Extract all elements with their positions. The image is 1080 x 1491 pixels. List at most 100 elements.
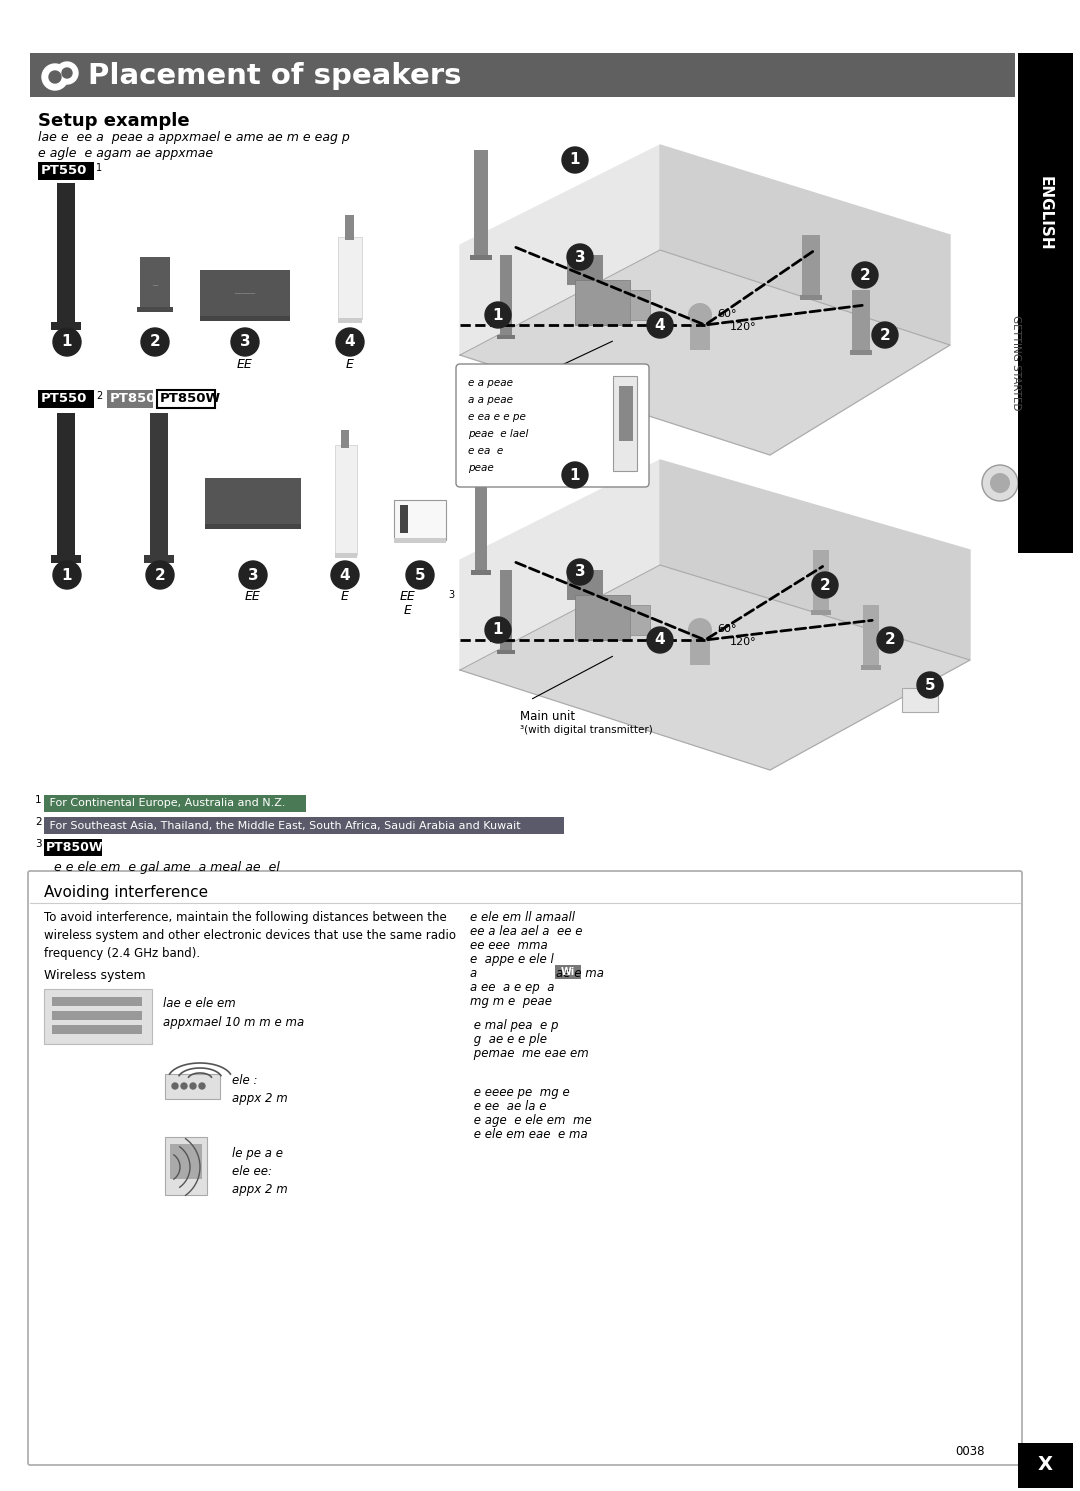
- Text: mg m e  peae: mg m e peae: [470, 994, 552, 1008]
- Bar: [690, 640, 710, 665]
- Text: 120°: 120°: [730, 322, 757, 332]
- Text: peae: peae: [468, 464, 494, 473]
- Text: peae  e lael: peae e lael: [468, 429, 528, 438]
- Bar: [137, 307, 173, 312]
- Circle shape: [141, 328, 168, 356]
- Text: Setup example: Setup example: [38, 112, 190, 130]
- Bar: [800, 295, 822, 300]
- Bar: [205, 523, 301, 529]
- Circle shape: [190, 1082, 195, 1088]
- Bar: [1018, 54, 1074, 553]
- Text: ─────: ─────: [234, 291, 256, 297]
- Bar: [497, 650, 515, 655]
- Text: 5: 5: [415, 568, 426, 583]
- Text: g  ae e e ple: g ae e e ple: [470, 1033, 546, 1047]
- Bar: [51, 322, 81, 330]
- Text: 5: 5: [924, 677, 935, 692]
- Bar: [44, 817, 564, 833]
- Bar: [902, 687, 939, 713]
- Text: a a peae: a a peae: [468, 395, 513, 406]
- Bar: [474, 151, 488, 255]
- Text: e ee  ae la e: e ee ae la e: [470, 1100, 546, 1112]
- Text: 120°: 120°: [730, 637, 757, 647]
- Circle shape: [567, 559, 593, 584]
- Text: e e ele em  e gal ame  a meal ae  el: e e ele em e gal ame a meal ae el: [46, 860, 280, 874]
- Bar: [338, 237, 362, 319]
- Bar: [500, 570, 512, 650]
- Circle shape: [336, 328, 364, 356]
- Text: 2: 2: [860, 267, 870, 282]
- Bar: [470, 255, 492, 259]
- Circle shape: [53, 328, 81, 356]
- Polygon shape: [460, 565, 970, 769]
- Text: PT850W: PT850W: [46, 841, 104, 854]
- Bar: [567, 570, 603, 599]
- Text: 1: 1: [35, 795, 42, 805]
- Text: e ele em eae  e ma: e ele em eae e ma: [470, 1129, 588, 1141]
- Circle shape: [53, 561, 81, 589]
- Bar: [630, 605, 650, 635]
- Text: e ea  e: e ea e: [468, 446, 503, 456]
- Text: 2: 2: [885, 632, 895, 647]
- Bar: [44, 839, 102, 856]
- Text: 4: 4: [345, 334, 355, 349]
- Text: lae e  ee a  peae a appxmael e ame ae m e eag p: lae e ee a peae a appxmael e ame ae m e …: [38, 131, 350, 145]
- Text: ENGLISH: ENGLISH: [1038, 176, 1053, 250]
- Bar: [575, 595, 630, 640]
- Text: EE: EE: [238, 358, 253, 371]
- Bar: [44, 989, 152, 1044]
- Text: 3: 3: [240, 334, 251, 349]
- Text: a ee  a e ep  a: a ee a e ep a: [470, 981, 554, 994]
- Circle shape: [146, 561, 174, 589]
- Polygon shape: [660, 461, 970, 661]
- Bar: [38, 163, 94, 180]
- Text: Wi: Wi: [561, 968, 576, 977]
- Circle shape: [56, 63, 78, 83]
- Text: e a peae: e a peae: [468, 379, 513, 388]
- Bar: [613, 376, 637, 471]
- Bar: [52, 997, 141, 1006]
- Circle shape: [172, 1082, 178, 1088]
- Circle shape: [562, 462, 588, 488]
- Bar: [863, 605, 879, 665]
- Text: PT850: PT850: [110, 392, 157, 406]
- Bar: [500, 255, 512, 335]
- Text: ─: ─: [152, 280, 158, 289]
- Text: e eeee pe  mg e: e eeee pe mg e: [470, 1085, 570, 1099]
- Text: E: E: [404, 604, 411, 617]
- Bar: [52, 1011, 141, 1020]
- Text: For Continental Europe, Australia and N.Z.: For Continental Europe, Australia and N.…: [46, 799, 285, 808]
- Text: 2: 2: [150, 334, 160, 349]
- Text: lae e ele em
appxmael 10 m m e ma: lae e ele em appxmael 10 m m e ma: [163, 997, 305, 1029]
- FancyBboxPatch shape: [456, 364, 649, 488]
- Bar: [140, 256, 170, 309]
- Bar: [575, 280, 630, 325]
- Bar: [345, 215, 354, 240]
- Circle shape: [485, 303, 511, 328]
- Bar: [170, 1144, 202, 1179]
- Polygon shape: [460, 250, 950, 455]
- Text: 3: 3: [575, 565, 585, 580]
- Text: e  appe e ele l: e appe e ele l: [470, 953, 554, 966]
- Circle shape: [231, 328, 259, 356]
- Bar: [341, 429, 349, 447]
- Text: 2: 2: [879, 328, 890, 343]
- Bar: [690, 325, 710, 350]
- Bar: [861, 665, 881, 669]
- Text: GETTING STARTED: GETTING STARTED: [1011, 315, 1021, 410]
- Text: ee a lea ael a  ee e: ee a lea ael a ee e: [470, 924, 582, 938]
- Circle shape: [812, 573, 838, 598]
- Text: 3: 3: [35, 839, 42, 848]
- Bar: [497, 335, 515, 338]
- Text: ³(with digital transmitter): ³(with digital transmitter): [519, 725, 652, 735]
- Circle shape: [872, 322, 897, 347]
- Bar: [852, 291, 870, 350]
- Text: ee eee  mma: ee eee mma: [470, 939, 548, 951]
- Bar: [850, 350, 872, 355]
- Text: 1: 1: [96, 163, 103, 173]
- Bar: [567, 255, 603, 285]
- Text: PT850W: PT850W: [160, 392, 221, 406]
- Polygon shape: [460, 461, 660, 669]
- Text: EE: EE: [400, 590, 416, 602]
- Text: 60°: 60°: [717, 625, 737, 634]
